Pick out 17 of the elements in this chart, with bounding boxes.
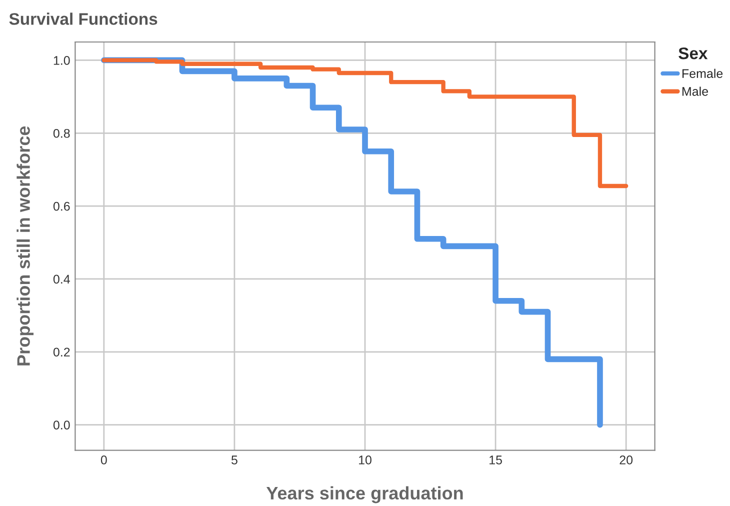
y-axis-title: Proportion still in workforce (16, 126, 34, 366)
y-tick-label: 0.4 (53, 274, 70, 284)
chart-title: Survival Functions (9, 12, 158, 25)
y-tick-label: 0.0 (53, 420, 70, 430)
legend-label: Female (682, 68, 723, 78)
x-tick-label: 20 (620, 456, 633, 464)
legend-title: Sex (678, 47, 708, 60)
x-tick-label: 15 (490, 456, 502, 464)
x-axis-title: Years since graduation (266, 486, 463, 504)
x-tick-label: 5 (231, 456, 238, 464)
x-tick-label: 0 (100, 456, 107, 464)
y-tick-label: 0.2 (53, 348, 70, 357)
y-tick-label: 1.0 (54, 56, 70, 65)
legend-label: Male (682, 86, 708, 96)
y-tick-label: 0.6 (53, 202, 70, 211)
x-tick-label: 10 (359, 456, 372, 464)
y-tick-label: 0.8 (53, 128, 70, 138)
